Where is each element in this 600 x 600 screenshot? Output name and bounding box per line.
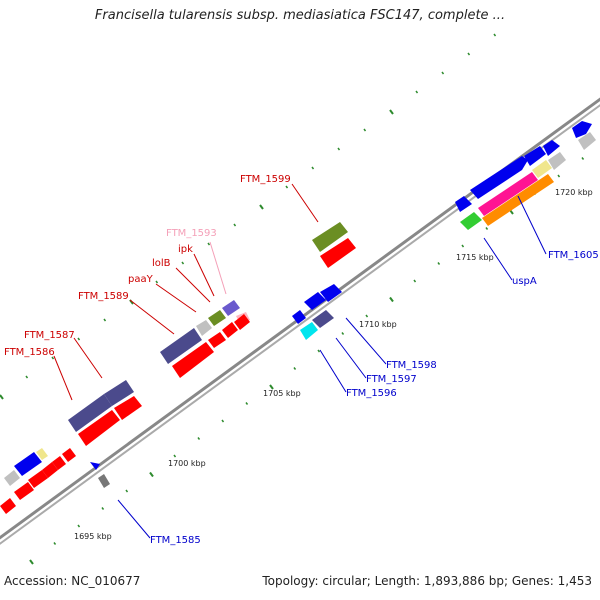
feature-red-1589b[interactable] bbox=[208, 332, 226, 348]
scale-tick bbox=[156, 281, 158, 283]
scale-tick bbox=[208, 243, 210, 245]
scale-tick bbox=[54, 543, 56, 545]
scale-tick bbox=[494, 34, 496, 36]
scale-tick bbox=[438, 263, 440, 265]
gene-label-uspA[interactable]: uspA bbox=[512, 276, 537, 287]
scale-tick bbox=[312, 167, 314, 169]
scale-tick bbox=[174, 455, 176, 457]
leader-ftm-1605 bbox=[518, 196, 546, 254]
leader-ftm-1593 bbox=[210, 242, 226, 294]
feature-red-left-5[interactable] bbox=[62, 448, 76, 462]
scale-tick bbox=[0, 395, 3, 399]
scale-tick bbox=[390, 298, 393, 302]
gene-label-ftm-1585[interactable]: FTM_1585 bbox=[150, 535, 201, 546]
gene-label-ftm-1598[interactable]: FTM_1598 bbox=[386, 360, 437, 371]
scale-tick bbox=[198, 438, 200, 440]
scale-tick bbox=[364, 129, 366, 131]
gene-label-ftm-1596[interactable]: FTM_1596 bbox=[346, 388, 397, 399]
leader-ftm-1586 bbox=[54, 356, 72, 400]
gene-label-ftm-1589[interactable]: FTM_1589 bbox=[78, 291, 129, 302]
scale-tick bbox=[150, 473, 153, 477]
scale-label-1705: 1705 kbp bbox=[263, 389, 301, 398]
gene-label-lolB[interactable]: lolB bbox=[152, 258, 171, 269]
feature-red-left-1[interactable] bbox=[14, 482, 34, 500]
scale-tick bbox=[234, 224, 236, 226]
scale-tick bbox=[582, 158, 584, 160]
feature-yellow-1[interactable] bbox=[532, 160, 552, 178]
scale-tick bbox=[222, 420, 224, 422]
scale-tick bbox=[390, 110, 393, 114]
genome-map-canvas: FTM_1599 FTM_1593 ipk lolB paaY FTM_1589… bbox=[0, 0, 600, 600]
feature-blue-2[interactable] bbox=[470, 156, 528, 199]
gene-label-ftm-1599[interactable]: FTM_1599 bbox=[240, 174, 291, 185]
leader-ftm-1597 bbox=[336, 338, 366, 378]
feature-track bbox=[0, 121, 596, 514]
scale-label-1720: 1720 kbp bbox=[555, 188, 593, 197]
scale-tick bbox=[126, 490, 128, 492]
gene-label-ftm-1597[interactable]: FTM_1597 bbox=[366, 374, 417, 385]
scale-tick bbox=[338, 148, 340, 150]
scale-tick bbox=[486, 228, 488, 230]
scale-label-1695: 1695 kbp bbox=[74, 532, 112, 541]
feature-cyan-1596[interactable] bbox=[300, 322, 318, 340]
genome-map-view: Francisella tularensis subsp. mediasiati… bbox=[0, 0, 600, 600]
feature-red-left-6[interactable] bbox=[0, 498, 16, 514]
feature-gray-left[interactable] bbox=[4, 470, 20, 486]
scale-tick bbox=[318, 350, 320, 352]
leader-lolB bbox=[176, 268, 210, 302]
scale-tick bbox=[414, 280, 416, 282]
gene-label-ftm-1586[interactable]: FTM_1586 bbox=[4, 347, 55, 358]
scale-tick bbox=[558, 175, 560, 177]
leader-ftm-1589 bbox=[130, 300, 174, 334]
scale-tick bbox=[294, 368, 296, 370]
scale-label-1715: 1715 kbp bbox=[456, 253, 494, 262]
scale-tick bbox=[366, 315, 368, 317]
scale-tick bbox=[102, 508, 104, 510]
feature-blue-left[interactable] bbox=[14, 452, 42, 476]
gene-label-paaY[interactable]: paaY bbox=[128, 274, 154, 285]
gene-label-ipk[interactable]: ipk bbox=[178, 244, 193, 255]
leader-ftm-1587 bbox=[74, 338, 102, 378]
leader-ftm-1596 bbox=[320, 350, 346, 392]
gene-leader-lines bbox=[54, 184, 546, 538]
scale-tick bbox=[260, 205, 263, 209]
scale-label-1700: 1700 kbp bbox=[168, 459, 206, 468]
feature-green-1[interactable] bbox=[460, 212, 482, 230]
leader-ftm-1599 bbox=[292, 184, 318, 222]
feature-gray-paaY[interactable] bbox=[196, 320, 212, 336]
scale-tick bbox=[246, 403, 248, 405]
leader-ftm-1585 bbox=[118, 500, 150, 538]
gene-label-ftm-1593[interactable]: FTM_1593 bbox=[166, 228, 217, 239]
scale-tick bbox=[104, 319, 106, 321]
feature-gray-1585[interactable] bbox=[98, 474, 110, 488]
scale-tick bbox=[78, 525, 80, 527]
feature-red-1589c[interactable] bbox=[222, 322, 238, 338]
scale-tick bbox=[78, 338, 80, 340]
scale-tick bbox=[342, 333, 344, 335]
topology-text: Topology: circular; Length: 1,893,886 bp… bbox=[262, 574, 592, 588]
scale-tick bbox=[30, 560, 33, 564]
scale-tick bbox=[416, 91, 418, 93]
scale-tick bbox=[468, 53, 470, 55]
accession-text: Accession: NC_010677 bbox=[4, 574, 140, 588]
scale-tick bbox=[26, 376, 28, 378]
gene-label-ftm-1605[interactable]: FTM_1605 bbox=[548, 250, 599, 261]
scale-label-1710: 1710 kbp bbox=[359, 320, 397, 329]
scale-tick bbox=[462, 245, 464, 247]
gene-label-ftm-1587[interactable]: FTM_1587 bbox=[24, 330, 75, 341]
leader-paaY bbox=[156, 284, 196, 312]
scale-tick bbox=[182, 262, 184, 264]
feature-olive-lolB[interactable] bbox=[208, 310, 226, 326]
feature-purple-ipk[interactable] bbox=[222, 300, 240, 316]
scale-tick bbox=[442, 72, 444, 74]
scale-tick bbox=[286, 186, 288, 188]
